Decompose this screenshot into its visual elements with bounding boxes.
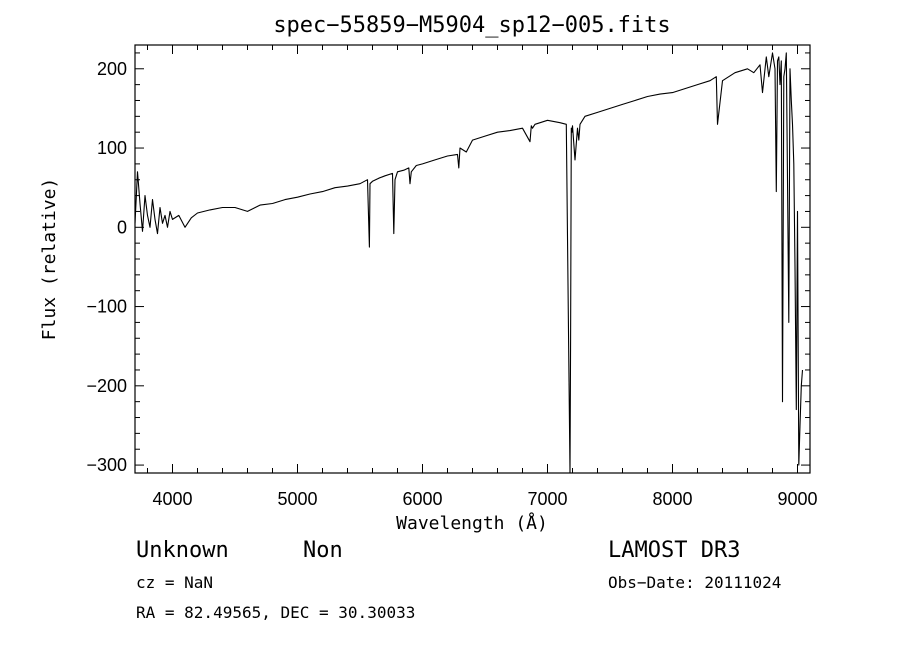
tick-labels: 4000 5000 6000 7000 8000 9000 200 100 0 −100 −200 −… (86, 59, 817, 509)
y-tick-label: −200 (86, 376, 127, 396)
x-tick-label: 9000 (777, 489, 817, 509)
y-tick-label: 100 (97, 138, 127, 158)
x-tick-label: 8000 (652, 489, 692, 509)
object-class-label: Unknown (136, 538, 229, 563)
cz-label: cz = NaN (136, 573, 214, 592)
x-axis-label: Wavelength (Å) (396, 512, 548, 534)
y-tick-label: −300 (86, 455, 127, 475)
y-tick-label: 200 (97, 59, 127, 79)
obs-date-label: Obs−Date: 20111024 (608, 573, 782, 592)
chart-title: spec−55859−M5904_sp12−005.fits (273, 13, 670, 38)
x-tick-label: 6000 (402, 489, 442, 509)
plot-frame (134, 44, 811, 474)
x-tick-label: 4000 (152, 489, 192, 509)
x-tick-label: 7000 (527, 489, 567, 509)
y-tick-label: 0 (117, 217, 127, 237)
y-axis-label: Flux (relative) (39, 178, 60, 341)
axis-ticks (135, 45, 810, 473)
survey-label: LAMOST DR3 (608, 538, 741, 563)
flux-series-line (134, 52, 804, 474)
coordinates-label: RA = 82.49565, DEC = 30.30033 (136, 603, 416, 622)
y-tick-label: −100 (86, 297, 127, 317)
object-subclass-label: Non (303, 538, 343, 563)
x-tick-label: 5000 (277, 489, 317, 509)
